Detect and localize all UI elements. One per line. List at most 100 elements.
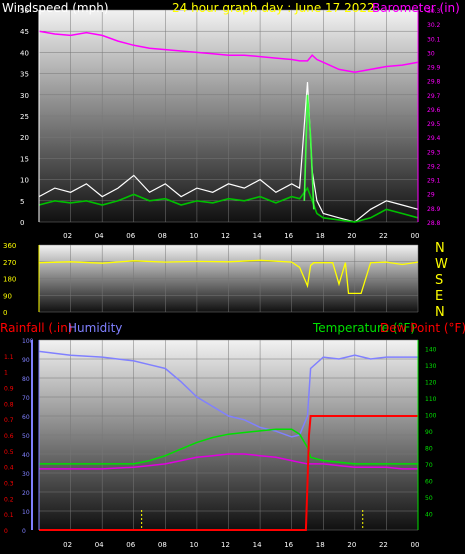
rain-y-tick-label: 0.2 (4, 496, 14, 503)
barometer-y-tick-label: 30 (427, 50, 435, 57)
rain-y-tick-label: 0.1 (4, 512, 14, 519)
wind-y-tick-label: 15 (20, 155, 29, 163)
wind-y-tick-label: 30 (20, 92, 29, 100)
wind-y-tick-label: 40 (20, 49, 29, 57)
barometer-y-tick-label: 29.8 (427, 79, 441, 86)
temperature-y-tick-label: 80 (425, 445, 433, 452)
wind-y-tick-label: 5 (20, 198, 24, 206)
temperature-y-tick-label: 60 (425, 478, 433, 485)
rainfall-label: Rainfall (.in) (0, 321, 73, 335)
direction-y-tick-label: 0 (3, 309, 7, 317)
lower-x-tick-label: 06 (126, 541, 135, 549)
humidity-y-tick-label: 70 (22, 395, 30, 402)
lower-x-tick-label: 02 (63, 541, 72, 549)
barometer-y-tick-label: 29.3 (427, 149, 441, 156)
compass-letter-n-top: N (435, 241, 445, 256)
direction-y-tick-label: 180 (3, 276, 16, 284)
temperature-y-tick-label: 90 (425, 429, 433, 436)
wind-y-tick-label: 35 (20, 71, 29, 79)
compass-letter-w: W (435, 257, 448, 272)
barometer-y-tick-label: 28.9 (427, 206, 441, 213)
humidity-y-tick-label: 100 (22, 338, 34, 345)
lower-x-tick-label: 14 (253, 541, 262, 549)
humidity-y-tick-label: 90 (22, 357, 30, 364)
lower-x-tick-label: 00 (411, 541, 420, 549)
wind-y-tick-label: 0 (20, 219, 24, 227)
barometer-y-tick-label: 28.8 (427, 220, 441, 227)
windspeed-label: Windspeed (mph) (2, 1, 109, 15)
temperature-y-tick-label: 40 (425, 511, 433, 518)
wind-y-tick-label: 10 (20, 177, 29, 185)
wind-x-tick-label: 06 (126, 232, 135, 240)
temperature-y-tick-label: 130 (425, 363, 437, 370)
humidity-y-tick-label: 80 (22, 376, 30, 383)
humidity-label: Humidity (68, 321, 122, 335)
lower-x-tick-label: 16 (284, 541, 293, 549)
lower-x-tick-label: 20 (347, 541, 356, 549)
barometer-label: Barometer (in) (372, 1, 460, 15)
barometer-y-tick-label: 29.4 (427, 135, 441, 142)
wind-x-tick-label: 20 (347, 232, 356, 240)
barometer-y-tick-label: 29.6 (427, 107, 441, 114)
windspeed-line (38, 82, 419, 223)
humidity-y-tick-label: 0 (22, 528, 26, 535)
rain-y-tick-label: 1.1 (4, 354, 14, 361)
humidity-y-tick-label: 30 (22, 471, 30, 478)
graph-title: 24 hour graph day : June 17 2022 (172, 1, 375, 15)
rain-y-tick-label: 1 (4, 370, 8, 377)
lower-x-tick-label: 18 (316, 541, 325, 549)
compass-letter-n-bottom: N (435, 305, 445, 320)
rain-y-tick-label: 0.5 (4, 449, 14, 456)
wind-y-tick-label: 50 (20, 7, 29, 15)
wind-x-tick-label: 00 (411, 232, 420, 240)
wind-x-tick-label: 22 (379, 232, 388, 240)
direction-y-tick-label: 90 (3, 292, 12, 300)
barometer-y-tick-label: 29.9 (427, 65, 441, 72)
humidity-y-tick-label: 50 (22, 433, 30, 440)
lower-x-tick-label: 04 (95, 541, 104, 549)
barometer-y-tick-label: 29.7 (427, 93, 441, 100)
wind-x-tick-label: 08 (158, 232, 167, 240)
rain-y-tick-label: 0.7 (4, 417, 14, 424)
temperature-y-tick-label: 50 (425, 495, 433, 502)
temperature-y-tick-label: 110 (425, 396, 437, 403)
humidity-y-tick-label: 40 (22, 452, 30, 459)
wind-x-tick-label: 16 (284, 232, 293, 240)
dewpoint-label: Dew Point (°F) (380, 321, 465, 335)
wind-y-tick-label: 20 (20, 134, 29, 142)
spike-line (303, 94, 315, 210)
dewpoint-line (39, 453, 418, 470)
barometer-y-tick-label: 29.2 (427, 163, 441, 170)
rain-y-tick-label: 0.4 (4, 465, 14, 472)
wind-x-tick-label: 14 (253, 232, 262, 240)
rain-y-tick-label: 0.8 (4, 401, 14, 408)
rain-y-tick-label: 0.9 (4, 386, 14, 393)
temperature-y-tick-label: 70 (425, 462, 433, 469)
temperature-label: Temperature (°F) (312, 321, 415, 335)
humidity-y-tick-label: 60 (22, 414, 30, 421)
wind-x-tick-label: 18 (316, 232, 325, 240)
direction-y-tick-label: 360 (3, 242, 16, 250)
temperature-y-tick-label: 120 (425, 379, 437, 386)
humidity-y-tick-label: 20 (22, 490, 30, 497)
rain-y-tick-label: 0.6 (4, 433, 14, 440)
barometer-y-tick-label: 29 (427, 192, 435, 199)
barometer-y-tick-label: 30.3 (427, 8, 441, 15)
barometer-y-tick-label: 30.1 (427, 36, 441, 43)
compass-letter-e: E (435, 289, 443, 304)
lower-x-tick-label: 22 (379, 541, 388, 549)
lower-x-tick-label: 10 (189, 541, 198, 549)
direction-line (38, 259, 419, 295)
wind-y-tick-label: 45 (20, 28, 29, 36)
rain-y-tick-label: 0.3 (4, 481, 14, 488)
temperature-y-tick-label: 140 (425, 346, 437, 353)
rainfall-line (39, 415, 418, 531)
barometer-y-tick-label: 29.5 (427, 121, 441, 128)
humidity-y-tick-label: 10 (22, 509, 30, 516)
wind-x-tick-label: 12 (221, 232, 230, 240)
compass-letter-s: S (435, 273, 443, 288)
temperature-y-tick-label: 100 (425, 412, 437, 419)
wind-x-tick-label: 02 (63, 232, 72, 240)
lower-x-tick-label: 08 (158, 541, 167, 549)
